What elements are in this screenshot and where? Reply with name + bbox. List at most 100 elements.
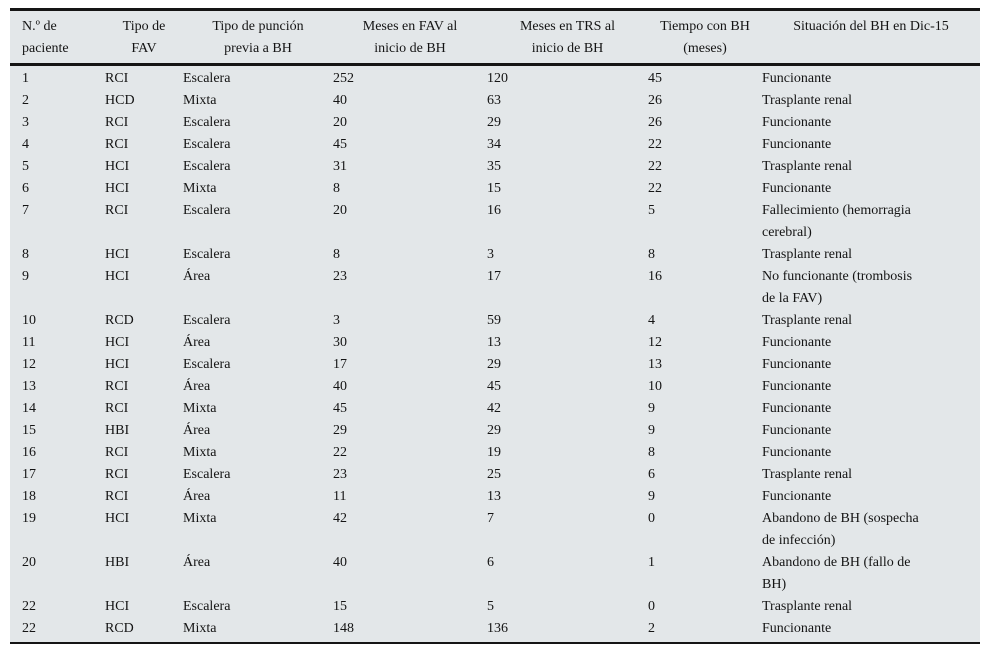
- table-cell: 35: [487, 159, 501, 174]
- table-row: 8 HCI Escalera 8 3 8 Trasplante renal: [10, 244, 980, 266]
- table-cell: 8: [333, 247, 340, 262]
- table-cell: Abandono de BH (sospecha de infección): [762, 511, 919, 548]
- table-cell: 10: [648, 379, 662, 394]
- table-cell: 16: [648, 269, 662, 284]
- table-cell: 1: [22, 71, 29, 86]
- table-cell: Funcionante: [762, 137, 832, 152]
- table-row: 9 HCI Área 23 17 16 No funcionante (trombosis …: [10, 266, 980, 310]
- table-cell: HBI: [105, 423, 130, 438]
- patient-table: N.º de paciente Tipo de FAV Tipo de punc…: [10, 8, 980, 644]
- table-cell: Escalera: [183, 71, 231, 86]
- table-cell: 20: [22, 555, 36, 570]
- table-cell: 15: [333, 599, 347, 614]
- table-cell: 63: [487, 93, 501, 108]
- table-cell: 59: [487, 313, 501, 328]
- table-cell: 3: [333, 313, 340, 328]
- table-row: 17 RCI Escalera 23 25 6 Trasplante renal: [10, 464, 980, 486]
- col-header-meses-fav: Meses en FAV al inicio de BH: [333, 9, 487, 66]
- table-cell: 2: [648, 621, 655, 636]
- table-cell: 42: [333, 511, 347, 526]
- table-cell: 11: [333, 489, 347, 504]
- table-row: 3 RCI Escalera 20 29 26 Funcionante: [10, 112, 980, 134]
- table-cell: 34: [487, 137, 501, 152]
- table-cell: Área: [183, 489, 211, 504]
- table-cell: 8: [648, 445, 655, 460]
- table-cell: 148: [333, 621, 354, 636]
- table-cell: 0: [648, 599, 655, 614]
- table-cell: Mixta: [183, 445, 217, 460]
- table-cell: Escalera: [183, 247, 231, 262]
- table-cell: Mixta: [183, 621, 217, 636]
- table-cell: 20: [333, 203, 347, 218]
- table-cell: 15: [487, 181, 501, 196]
- table-cell: Área: [183, 269, 211, 284]
- table-cell: 4: [22, 137, 29, 152]
- table-row: 15 HBI Área 29 29 9 Funcionante: [10, 420, 980, 442]
- table-cell: 31: [333, 159, 347, 174]
- table-cell: 9: [648, 489, 655, 504]
- table-cell: 29: [487, 423, 501, 438]
- table-cell: 10: [22, 313, 36, 328]
- header-row: N.º de paciente Tipo de FAV Tipo de punc…: [10, 9, 980, 66]
- table-cell: 6: [22, 181, 29, 196]
- table-cell: RCI: [105, 137, 129, 152]
- table-cell: Área: [183, 335, 211, 350]
- table-cell: 40: [333, 379, 347, 394]
- table-cell: Área: [183, 379, 211, 394]
- table-cell: Escalera: [183, 203, 231, 218]
- table-row: 4 RCI Escalera 45 34 22 Funcionante: [10, 134, 980, 156]
- table-cell: 5: [22, 159, 29, 174]
- table-cell: Escalera: [183, 159, 231, 174]
- table-cell: RCD: [105, 621, 134, 636]
- table-cell: Escalera: [183, 115, 231, 130]
- table-cell: Trasplante renal: [762, 93, 853, 108]
- table-cell: Funcionante: [762, 621, 832, 636]
- table-cell: 7: [22, 203, 29, 218]
- table-cell: 3: [22, 115, 29, 130]
- table-cell: HCD: [105, 93, 135, 108]
- table-cell: Funcionante: [762, 335, 832, 350]
- table-cell: Funcionante: [762, 445, 832, 460]
- table-cell: HCI: [105, 269, 130, 284]
- table-cell: 7: [487, 511, 494, 526]
- table-cell: 17: [22, 467, 36, 482]
- col-header-numero-paciente: N.º de paciente: [10, 9, 105, 66]
- table-cell: HBI: [105, 555, 130, 570]
- table-cell: 40: [333, 555, 347, 570]
- table-cell: RCI: [105, 115, 129, 130]
- table-cell: 45: [333, 137, 347, 152]
- table-cell: 9: [648, 423, 655, 438]
- table-cell: 23: [333, 467, 347, 482]
- table-cell: Escalera: [183, 467, 231, 482]
- table-cell: 6: [648, 467, 655, 482]
- table-cell: Área: [183, 423, 211, 438]
- table-cell: 9: [22, 269, 29, 284]
- table-cell: Funcionante: [762, 71, 832, 86]
- table-cell: Trasplante renal: [762, 247, 853, 262]
- table-row: 20 HBI Área 40 6 1 Abandono de BH (fallo de BH…: [10, 552, 980, 596]
- table-cell: 3: [487, 247, 494, 262]
- table-cell: 252: [333, 71, 354, 86]
- table-cell: 12: [648, 335, 662, 350]
- table-row: 19 HCI Mixta 42 7 0 Abandono de BH (sospecha d…: [10, 508, 980, 552]
- table-cell: 8: [333, 181, 340, 196]
- table-cell: 29: [487, 115, 501, 130]
- table-cell: 13: [22, 379, 36, 394]
- table-cell: 5: [487, 599, 494, 614]
- table-cell: 22: [22, 621, 36, 636]
- table-cell: HCI: [105, 511, 130, 526]
- table-cell: 8: [648, 247, 655, 262]
- table-cell: 15: [22, 423, 36, 438]
- col-header-meses-trs: Meses en TRS al inicio de BH: [487, 9, 648, 66]
- table-row: 1 RCI Escalera 252 120 45 Funcionante: [10, 65, 980, 91]
- table-row: 16 RCI Mixta 22 19 8 Funcionante: [10, 442, 980, 464]
- table-cell: RCI: [105, 203, 129, 218]
- table-cell: Trasplante renal: [762, 599, 853, 614]
- table-cell: 22: [648, 137, 662, 152]
- table-cell: RCI: [105, 445, 129, 460]
- table-cell: Trasplante renal: [762, 159, 853, 174]
- table-cell: 29: [333, 423, 347, 438]
- table-cell: Mixta: [183, 401, 217, 416]
- table-cell: 9: [648, 401, 655, 416]
